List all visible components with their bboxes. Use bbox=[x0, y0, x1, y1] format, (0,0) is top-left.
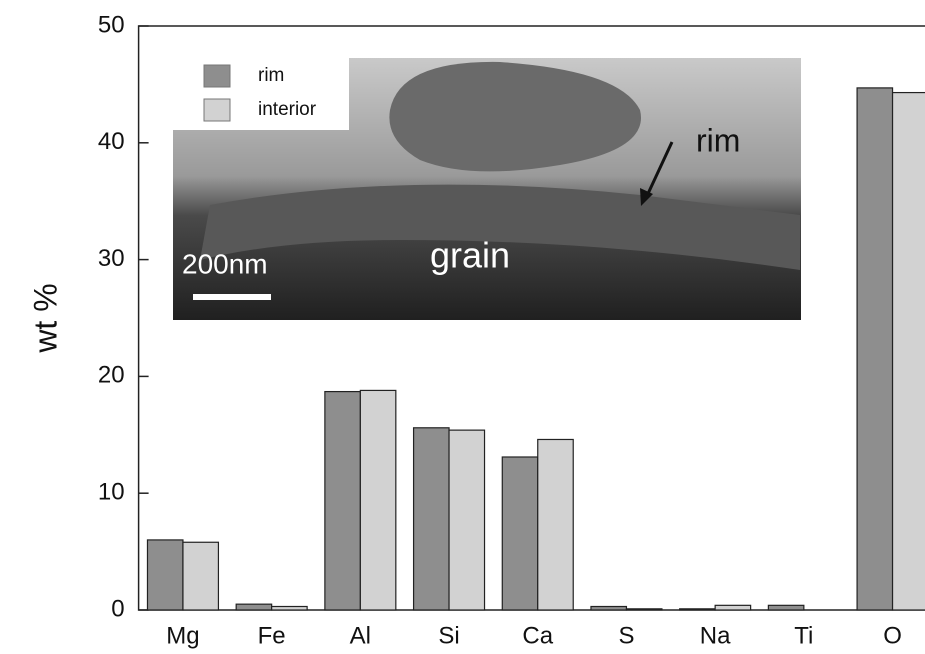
bar bbox=[590, 605, 628, 611]
bar bbox=[359, 389, 397, 611]
bar bbox=[891, 91, 925, 611]
bar bbox=[537, 438, 574, 611]
legend-label: interior bbox=[258, 99, 317, 120]
x-tick-label: Ca bbox=[522, 622, 553, 649]
bar bbox=[501, 456, 539, 611]
x-tick-label: O bbox=[883, 622, 902, 649]
inset-rim-layer bbox=[200, 184, 800, 270]
bar bbox=[767, 604, 805, 611]
x-tick-label: Mg bbox=[166, 622, 199, 649]
bar bbox=[625, 608, 663, 611]
x-tick-label: Fe bbox=[258, 622, 286, 649]
inset-particle bbox=[389, 61, 641, 172]
legend-swatch bbox=[203, 64, 231, 88]
y-axis-label: wt % bbox=[27, 283, 63, 353]
bar bbox=[146, 539, 184, 611]
annotation: grain bbox=[430, 235, 510, 276]
legend-swatch bbox=[203, 98, 231, 122]
annotation: rim bbox=[696, 122, 740, 158]
x-tick-label: Al bbox=[350, 622, 371, 649]
bar bbox=[235, 603, 273, 611]
x-tick-label: Ti bbox=[794, 622, 813, 649]
y-tick-label: 40 bbox=[98, 128, 125, 155]
bar bbox=[448, 429, 486, 611]
x-tick-label: S bbox=[618, 622, 634, 649]
y-tick-label: 20 bbox=[98, 362, 125, 389]
scale-bar bbox=[193, 294, 271, 300]
annotation-arrow bbox=[644, 141, 674, 199]
legend-box bbox=[173, 58, 349, 130]
legend-label: rim bbox=[258, 65, 284, 86]
annotation: 200nm bbox=[182, 248, 268, 279]
y-tick-label: 50 bbox=[98, 11, 125, 38]
bar bbox=[856, 87, 894, 611]
y-tick-label: 0 bbox=[111, 595, 124, 622]
bar bbox=[324, 390, 361, 611]
y-tick-label: 30 bbox=[98, 245, 125, 272]
bar bbox=[182, 541, 220, 611]
bar bbox=[679, 608, 716, 611]
bar bbox=[714, 604, 752, 611]
bar bbox=[412, 427, 450, 611]
bar bbox=[271, 605, 308, 611]
arrow-head bbox=[640, 188, 653, 206]
x-tick-label: Si bbox=[438, 622, 459, 649]
x-tick-label: Na bbox=[700, 622, 731, 649]
y-tick-label: 10 bbox=[98, 479, 125, 506]
